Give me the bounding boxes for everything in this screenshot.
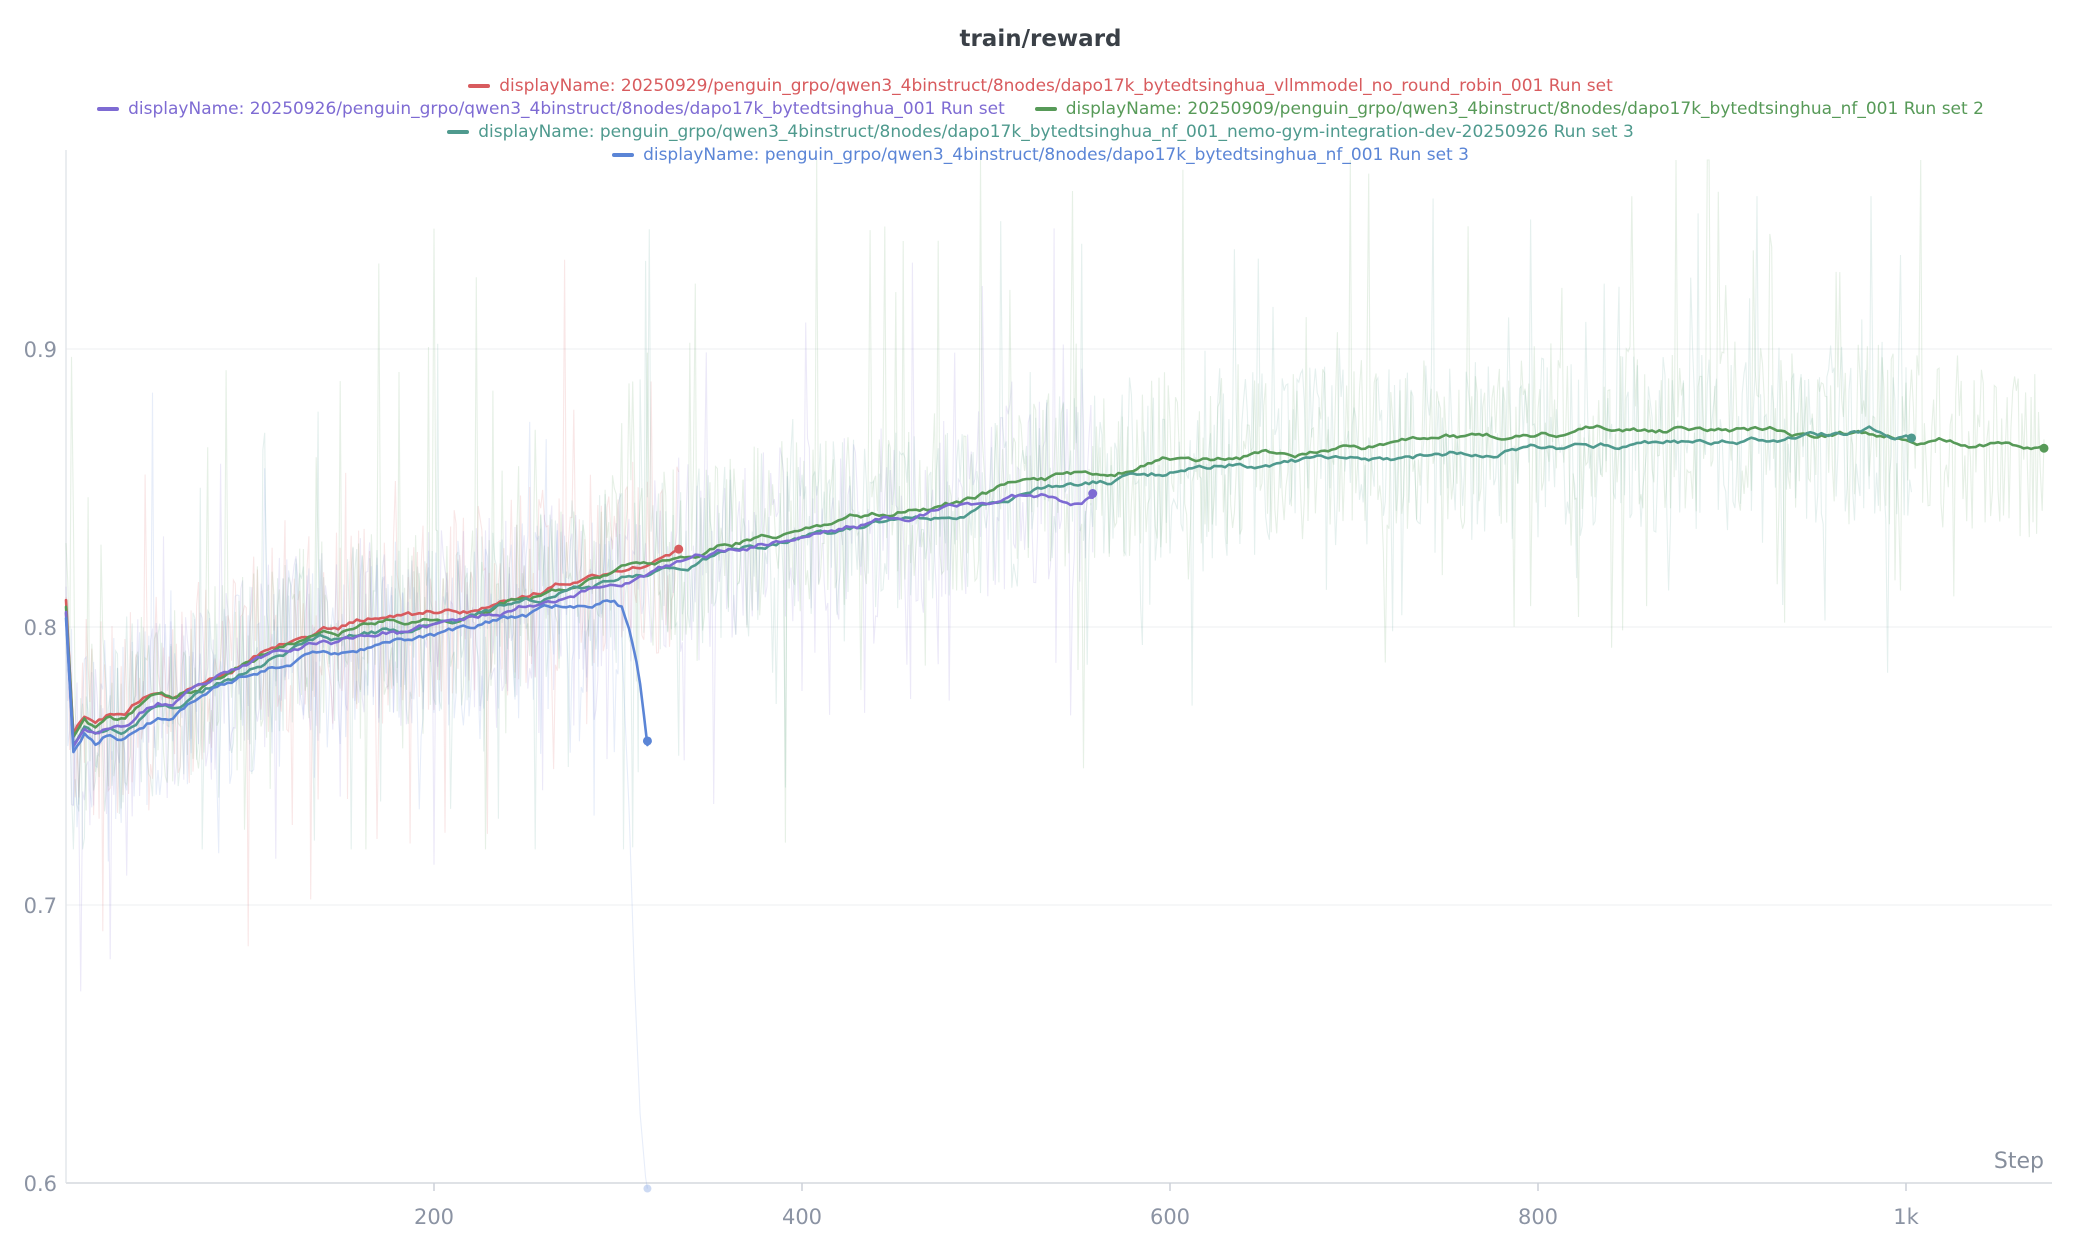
x-tick-label-200: 200 — [414, 1205, 454, 1229]
legend-entry-label: displayName: 20250909/penguin_grpo/qwen3… — [1065, 98, 1984, 119]
x-tick-label-1k: 1k — [1893, 1205, 1919, 1229]
legend-row-1: displayName: 20250929/penguin_grpo/qwen3… — [0, 74, 2081, 97]
series-end-dot-0 — [674, 544, 684, 554]
legend-entry-label: displayName: 20250926/penguin_grpo/qwen3… — [128, 98, 1005, 119]
y-tick-label-0.7: 0.7 — [24, 894, 57, 918]
legend-entry-run-set-3-blue[interactable]: displayName: penguin_grpo/qwen3_4binstru… — [612, 145, 1469, 165]
legend-row-3: displayName: penguin_grpo/qwen3_4binstru… — [0, 120, 2081, 143]
x-tick-label-400: 400 — [782, 1205, 822, 1229]
y-tick-label-0.9: 0.9 — [24, 338, 57, 362]
legend-entry-label: displayName: penguin_grpo/qwen3_4binstru… — [478, 121, 1634, 142]
y-tick-label-0.8: 0.8 — [24, 616, 57, 640]
series-end-dot-2 — [2039, 443, 2049, 453]
x-tick-label-800: 800 — [1518, 1205, 1558, 1229]
legend-line-marker — [97, 106, 120, 111]
series-raw-end-dot-4 — [643, 1184, 652, 1193]
x-tick-label-600: 600 — [1150, 1205, 1190, 1229]
series-smoothed-line-2[interactable] — [64, 424, 2046, 739]
legend-line-marker — [447, 129, 470, 134]
series-end-dot-3 — [1907, 433, 1917, 443]
series-raw-line-4 — [65, 392, 648, 1189]
chart-title: train/reward — [959, 26, 1122, 52]
series-end-dot-1 — [1088, 489, 1098, 499]
legend-line-marker — [1034, 106, 1057, 111]
series-raw-line-2 — [65, 159, 2045, 850]
legend-line-marker — [468, 83, 491, 88]
legend-entry-label: displayName: 20250929/penguin_grpo/qwen3… — [499, 75, 1613, 96]
legend-entry-run-set-red[interactable]: displayName: 20250929/penguin_grpo/qwen3… — [468, 75, 1613, 96]
legend-entry-run-set-purple[interactable]: displayName: 20250926/penguin_grpo/qwen3… — [97, 99, 1005, 119]
series-raw-line-1 — [65, 228, 1094, 992]
legend: displayName: 20250929/penguin_grpo/qwen3… — [0, 74, 2081, 166]
legend-line-marker — [612, 152, 635, 157]
legend-row-4: displayName: penguin_grpo/qwen3_4binstru… — [0, 143, 2081, 166]
series-smoothed-line-3[interactable] — [64, 425, 1913, 747]
series-smoothed-line-4[interactable] — [64, 599, 649, 754]
legend-entry-label: displayName: penguin_grpo/qwen3_4binstru… — [643, 144, 1469, 165]
series-smoothed-line-1[interactable] — [64, 492, 1094, 748]
series-end-dot-4 — [642, 736, 652, 746]
x-axis-title: Step — [1994, 1149, 2044, 1174]
legend-entry-run-set-3-teal[interactable]: displayName: penguin_grpo/qwen3_4binstru… — [447, 122, 1634, 142]
y-tick-label-0.6: 0.6 — [24, 1172, 57, 1196]
legend-row-2: displayName: 20250926/penguin_grpo/qwen3… — [0, 97, 2081, 120]
legend-entry-run-set-2-green[interactable]: displayName: 20250909/penguin_grpo/qwen3… — [1034, 98, 1984, 119]
